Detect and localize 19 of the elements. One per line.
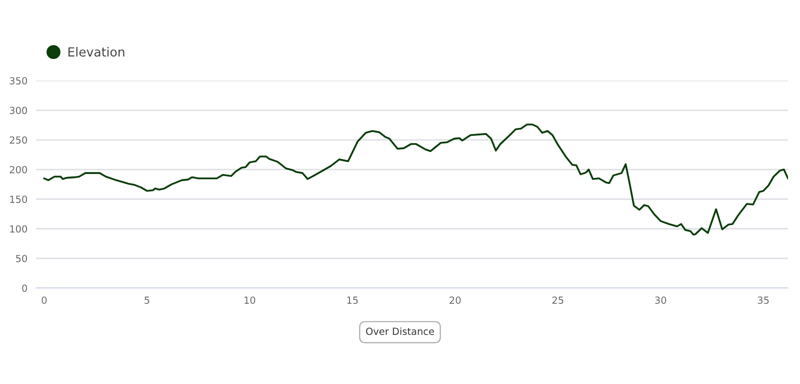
y-tick-label: 350 [10, 77, 28, 84]
line-series [43, 124, 788, 236]
legend-label: Elevation [68, 46, 124, 57]
x-tick-label: 30 [655, 296, 666, 304]
y-tick-label: 50 [16, 254, 28, 262]
y-tick-label: 0 [22, 284, 28, 292]
x-tick-label: 0 [42, 296, 47, 304]
x-tick-label: 15 [347, 296, 358, 304]
x-tick-label: 25 [552, 296, 564, 304]
x-tick-label: 20 [450, 296, 461, 304]
text: Over Distance [366, 327, 434, 335]
x-tick-label: 5 [144, 296, 150, 304]
y-tick-label: 300 [10, 106, 28, 114]
y-tick-label: 150 [10, 196, 28, 203]
y-tick-label: 200 [10, 166, 28, 174]
y-tick-label: 250 [10, 136, 28, 144]
y-tick-label: 100 [10, 225, 28, 233]
x-tick-label: 10 [244, 296, 256, 304]
x-tick-label: 35 [758, 296, 769, 304]
